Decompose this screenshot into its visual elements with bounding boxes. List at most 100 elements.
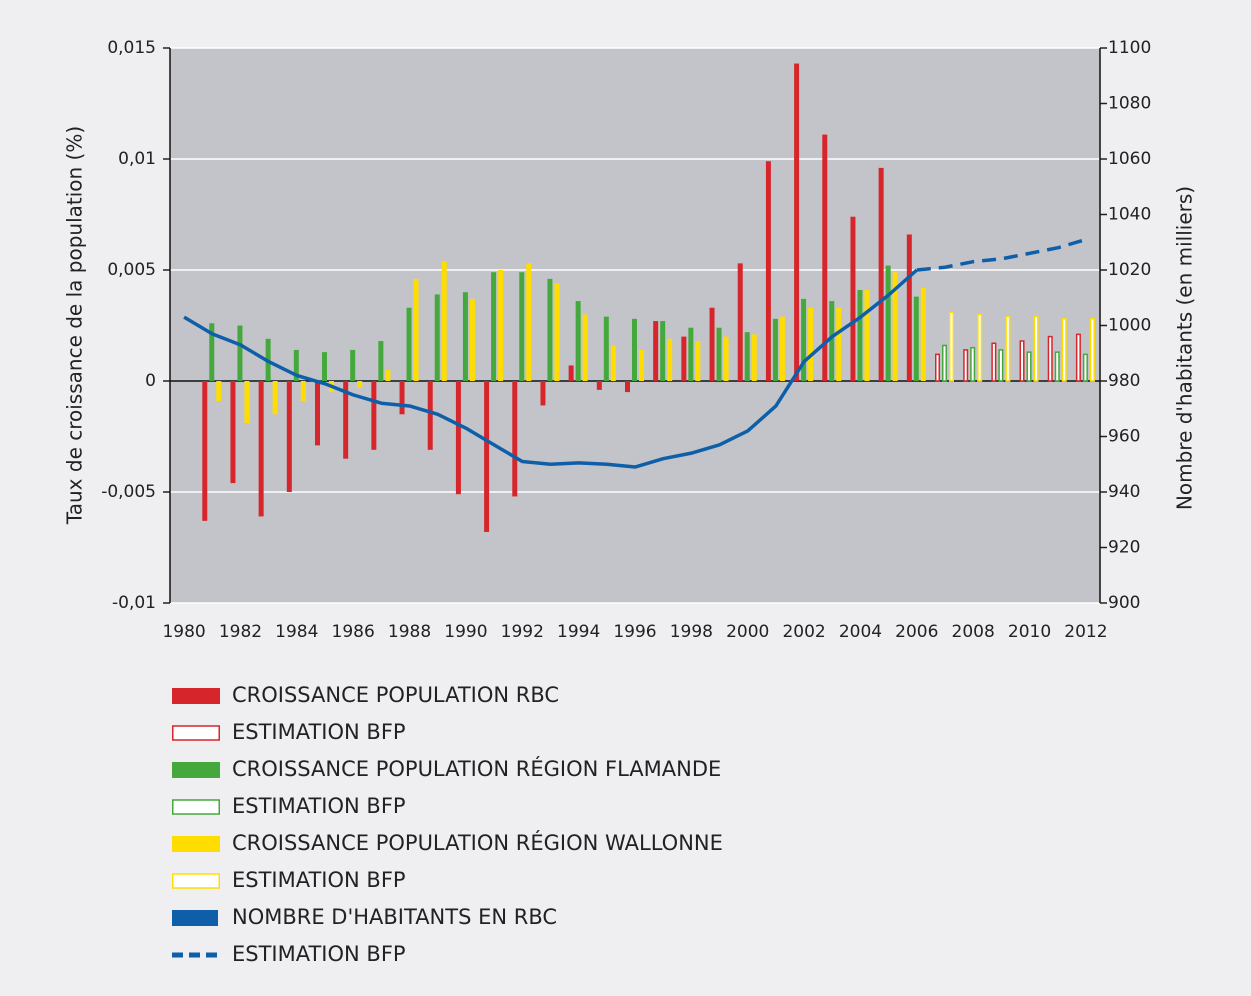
bar xyxy=(596,381,602,390)
y2-tick-label: 920 xyxy=(1108,538,1140,558)
bar xyxy=(540,381,546,406)
bar xyxy=(322,352,327,381)
x-tick-label: 1984 xyxy=(275,622,318,642)
y2-tick-label: 900 xyxy=(1108,593,1140,613)
legend-label: ESTIMATION BFP xyxy=(232,794,406,818)
bar xyxy=(970,346,976,382)
bar xyxy=(744,332,750,381)
x-tick-label: 1998 xyxy=(670,622,713,642)
x-tick-label: 1990 xyxy=(444,622,487,642)
y2-tick-label: 1100 xyxy=(1108,38,1151,58)
bar xyxy=(864,289,870,381)
bar xyxy=(244,381,250,424)
x-tick-label: 1980 xyxy=(162,622,205,642)
y-tick-label: 0,01 xyxy=(118,149,156,169)
bar xyxy=(977,313,983,382)
bar xyxy=(639,349,644,381)
x-tick-label: 2010 xyxy=(1008,622,1051,642)
bar xyxy=(1005,315,1011,382)
bar xyxy=(512,381,518,497)
x-tick-label: 1992 xyxy=(501,622,544,642)
legend-swatch xyxy=(172,836,220,852)
legend-label: CROISSANCE POPULATION RÉGION WALLONNE xyxy=(232,830,723,855)
bar xyxy=(554,283,560,381)
bar xyxy=(822,134,828,381)
y-axis-title: Taux de croissance de la population (%) xyxy=(63,126,87,525)
bar xyxy=(885,265,891,381)
x-tick-label: 2002 xyxy=(782,622,825,642)
bar xyxy=(603,316,609,381)
legend-label: NOMBRE D'HABITANTS EN RBC xyxy=(232,905,557,929)
bar xyxy=(723,336,729,381)
bar xyxy=(794,63,800,381)
y-tick-label: 0,005 xyxy=(107,260,156,280)
bar xyxy=(498,270,504,381)
bar xyxy=(695,341,701,381)
x-tick-label: 2000 xyxy=(726,622,769,642)
bar xyxy=(399,381,405,415)
bar xyxy=(427,381,433,450)
bar xyxy=(935,353,940,382)
bar xyxy=(547,278,553,381)
legend-label: ESTIMATION BFP xyxy=(232,942,406,966)
bar xyxy=(413,278,419,381)
y-tick-label: -0,005 xyxy=(101,482,156,502)
bar xyxy=(998,349,1004,382)
x-tick-label: 1986 xyxy=(332,622,375,642)
bar xyxy=(610,345,616,381)
y2-tick-label: 1040 xyxy=(1108,205,1151,225)
bar xyxy=(575,301,581,381)
bar xyxy=(829,301,835,381)
bar xyxy=(850,216,856,381)
legend-swatch xyxy=(172,688,220,704)
bar xyxy=(350,349,356,381)
bar xyxy=(1082,353,1088,382)
x-tick-label: 1988 xyxy=(388,622,431,642)
bar xyxy=(653,321,659,381)
legend-label: ESTIMATION BFP xyxy=(232,720,406,744)
bar xyxy=(779,316,785,381)
legend-label: CROISSANCE POPULATION RBC xyxy=(232,683,559,707)
x-tick-label: 1994 xyxy=(557,622,600,642)
legend-label: CROISSANCE POPULATION RÉGION FLAMANDE xyxy=(232,756,721,781)
bar xyxy=(202,381,208,521)
legend-swatch xyxy=(172,799,220,815)
bar xyxy=(667,338,673,381)
bar xyxy=(357,381,363,388)
bar xyxy=(857,289,863,381)
bar xyxy=(772,318,778,381)
legend-swatch xyxy=(172,762,220,778)
y-tick-label: -0,01 xyxy=(112,593,156,613)
bar xyxy=(991,342,997,382)
y2-tick-label: 1060 xyxy=(1108,149,1151,169)
bar xyxy=(1019,340,1025,382)
bar xyxy=(878,167,884,381)
bar xyxy=(1026,351,1032,382)
bar xyxy=(526,263,532,381)
bar xyxy=(906,234,912,381)
bar xyxy=(942,344,947,382)
x-tick-label: 2004 xyxy=(839,622,882,642)
bar xyxy=(406,307,412,381)
bar xyxy=(519,272,525,381)
bar xyxy=(237,325,243,381)
bar xyxy=(751,334,757,381)
bar xyxy=(582,314,588,381)
bar xyxy=(892,272,898,381)
bar xyxy=(920,287,926,381)
bar xyxy=(315,381,320,446)
bar xyxy=(1061,318,1067,382)
x-tick-label: 1996 xyxy=(613,622,656,642)
y-tick-label: 0,015 xyxy=(107,38,156,58)
bar xyxy=(913,296,919,381)
bar xyxy=(737,263,743,381)
bar xyxy=(491,272,497,381)
bar xyxy=(1047,335,1053,382)
bar xyxy=(434,294,440,381)
bar xyxy=(230,381,236,484)
y2-tick-label: 1080 xyxy=(1108,94,1151,114)
bar xyxy=(681,336,687,381)
line xyxy=(183,268,918,469)
y2-axis-title: Nombre d'habitants (en milliers) xyxy=(1173,186,1197,510)
